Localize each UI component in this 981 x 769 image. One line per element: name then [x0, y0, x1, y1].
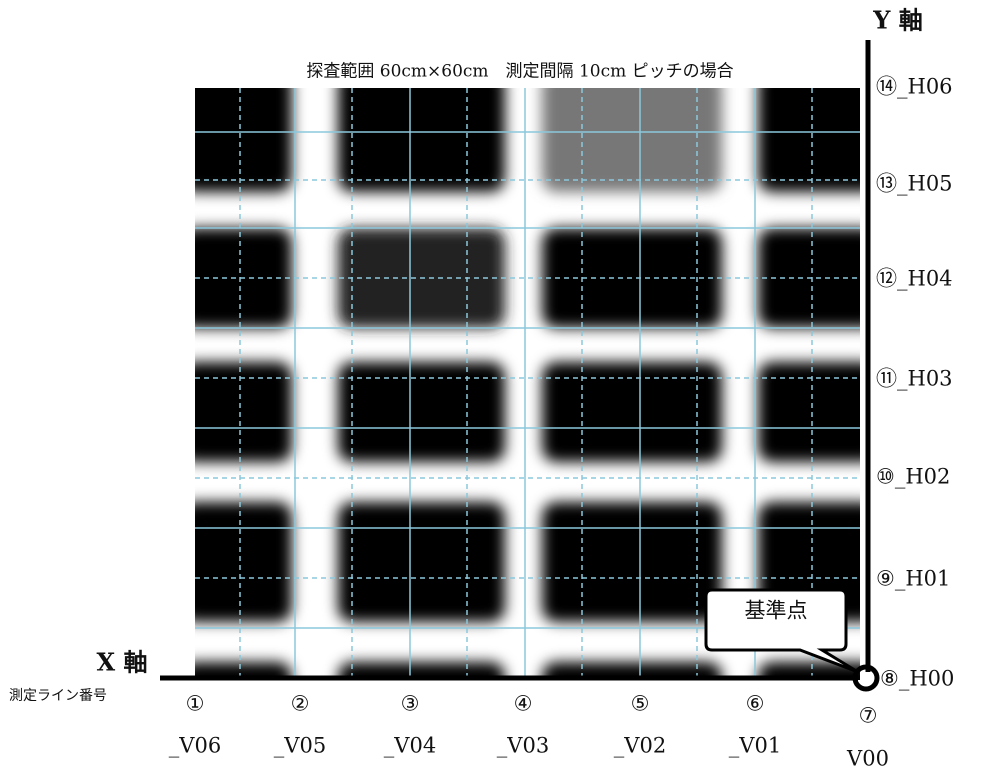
- y-line-label: ⑭_H06: [876, 75, 953, 99]
- dark-region: [180, 70, 292, 192]
- x-line-number: ①: [186, 692, 205, 716]
- y-line-label: ⑫_H04: [876, 267, 953, 291]
- title: 探査範囲 60cm×60cm 測定間隔 10cm ピッチの場合: [306, 62, 733, 82]
- dark-region: [180, 502, 292, 622]
- y-line-label: ⑨_H01: [876, 567, 950, 591]
- x-line-number: ③: [401, 692, 420, 716]
- x-line-number: ⑥: [746, 692, 765, 716]
- dark-region: [758, 70, 880, 192]
- x-line-label: V00: [846, 747, 889, 769]
- y-line-label: ⑩_H02: [876, 465, 950, 489]
- dark-region: [180, 362, 292, 462]
- callout-text: 基準点: [745, 599, 808, 623]
- x-line-label: _V06: [169, 734, 221, 758]
- x-line-label: _V04: [384, 734, 436, 758]
- x-line-number: ④: [514, 692, 533, 716]
- dark-region: [338, 662, 505, 700]
- dark-region: [758, 362, 880, 462]
- dark-region: [338, 362, 505, 462]
- diagram: 基準点 探査範囲 60cm×60cm 測定間隔 10cm ピッチの場合 Y 軸 …: [0, 0, 981, 769]
- y-line-label: ⑪_H03: [876, 367, 953, 391]
- x-line-number: ⑦: [859, 704, 878, 728]
- dark-region: [542, 362, 722, 462]
- y-line-label: ⑧_H00: [880, 667, 954, 691]
- x-axis-sublabel: 測定ライン番号: [9, 688, 107, 704]
- dark-region: [338, 70, 505, 192]
- x-line-label: _V01: [729, 734, 781, 758]
- y-line-label: ⑬_H05: [876, 172, 953, 196]
- x-axis-label: X 軸: [97, 648, 148, 677]
- x-line-number: ②: [291, 692, 310, 716]
- dark-region: [542, 70, 722, 192]
- dark-region: [542, 502, 722, 622]
- x-line-number: ⑤: [631, 692, 650, 716]
- x-line-label: _V02: [614, 734, 666, 758]
- x-line-label: _V05: [274, 734, 326, 758]
- x-line-label: _V03: [497, 734, 549, 758]
- dark-region: [338, 502, 505, 622]
- y-axis-label: Y 軸: [872, 6, 923, 35]
